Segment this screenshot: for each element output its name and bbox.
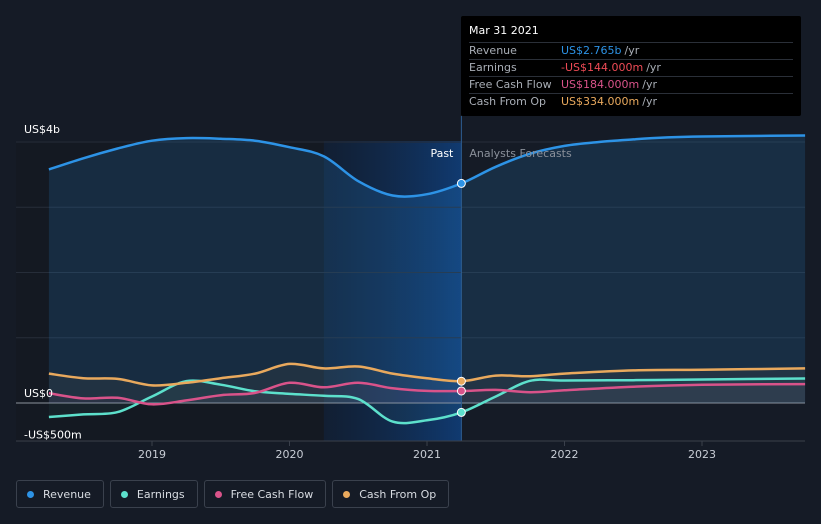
tooltip-row: Earnings -US$144.000m/yr <box>469 59 793 76</box>
x-axis-ticks: 2019 2020 2021 2022 2023 <box>138 441 716 461</box>
x-tick-label: 2023 <box>688 448 716 461</box>
tooltip-unit: /yr <box>642 95 657 108</box>
tooltip-date: Mar 31 2021 <box>469 24 539 37</box>
tooltip-unit: /yr <box>646 61 661 74</box>
legend-dot-icon <box>343 490 351 498</box>
revenue-marker <box>456 178 466 188</box>
earnings-line <box>48 377 806 425</box>
tooltip-row: Revenue US$2.765b/yr <box>469 42 793 59</box>
legend-label: Revenue <box>43 487 91 501</box>
legend-item-earnings[interactable]: Earnings <box>109 480 198 508</box>
past-label: Past <box>430 147 454 160</box>
legend-dot-icon <box>27 490 34 498</box>
forecast-label: Analysts Forecasts <box>469 147 572 160</box>
legend-item-cash-from-op[interactable]: Cash From Op <box>332 480 450 508</box>
revenue-line <box>48 134 806 198</box>
legend-label: Earnings <box>136 487 185 501</box>
tooltip-rows: Revenue US$2.765b/yr Earnings -US$144.000m /… <box>469 42 793 110</box>
x-tick-label: 2019 <box>138 448 166 461</box>
tooltip-value: US$334.000m <box>561 95 640 108</box>
cash-from-op-marker <box>456 376 466 386</box>
x-tick-label: 2020 <box>276 448 304 461</box>
tooltip-unit: /yr <box>624 44 640 57</box>
earnings-area <box>48 378 806 424</box>
series-lines <box>48 134 806 425</box>
y-axis-label: US$4b <box>24 123 60 136</box>
legend-item-free-cash-flow[interactable]: Free Cash Flow <box>203 480 327 508</box>
tooltip-value: US$2.765b <box>561 44 622 57</box>
legend-label: Cash From Op <box>359 487 437 501</box>
y-axis-labels: US$4b US$0 -US$500m <box>24 123 82 442</box>
y-axis-label: US$0 <box>24 387 53 400</box>
tooltip-row: Cash From Op US$334.000m/yr <box>469 93 793 110</box>
x-tick-label: 2022 <box>551 448 579 461</box>
tooltip-unit: /yr <box>642 78 657 91</box>
tooltip-label: Earnings <box>469 61 517 74</box>
tooltip-value: -US$144.000m <box>561 61 644 74</box>
legend-dot-icon <box>120 490 128 498</box>
legend: Revenue Earnings Free Cash Flow Cash From O… <box>16 480 450 508</box>
y-axis-label: -US$500m <box>24 429 82 442</box>
legend-label: Free Cash Flow <box>230 487 314 501</box>
tooltip: Mar 31 2021 Revenue US$2.765b/yr Earnings -… <box>461 16 801 116</box>
tooltip-label: Free Cash Flow <box>469 78 552 91</box>
current-point-markers <box>456 178 466 417</box>
tooltip-label: Cash From Op <box>469 95 547 108</box>
free-cash-flow-marker <box>456 386 466 396</box>
free-cash-flow-line <box>48 381 806 406</box>
tooltip-label: Revenue <box>469 44 517 57</box>
cash-from-op-line <box>48 362 806 387</box>
legend-dot-icon <box>214 490 222 498</box>
legend-item-revenue[interactable]: Revenue <box>16 480 104 508</box>
tooltip-row: Free Cash Flow US$184.000m/yr <box>469 76 793 93</box>
revenue-area <box>48 135 806 403</box>
tooltip-value: US$184.000m <box>561 78 640 91</box>
earnings-marker <box>456 407 466 417</box>
x-tick-label: 2021 <box>413 448 441 461</box>
